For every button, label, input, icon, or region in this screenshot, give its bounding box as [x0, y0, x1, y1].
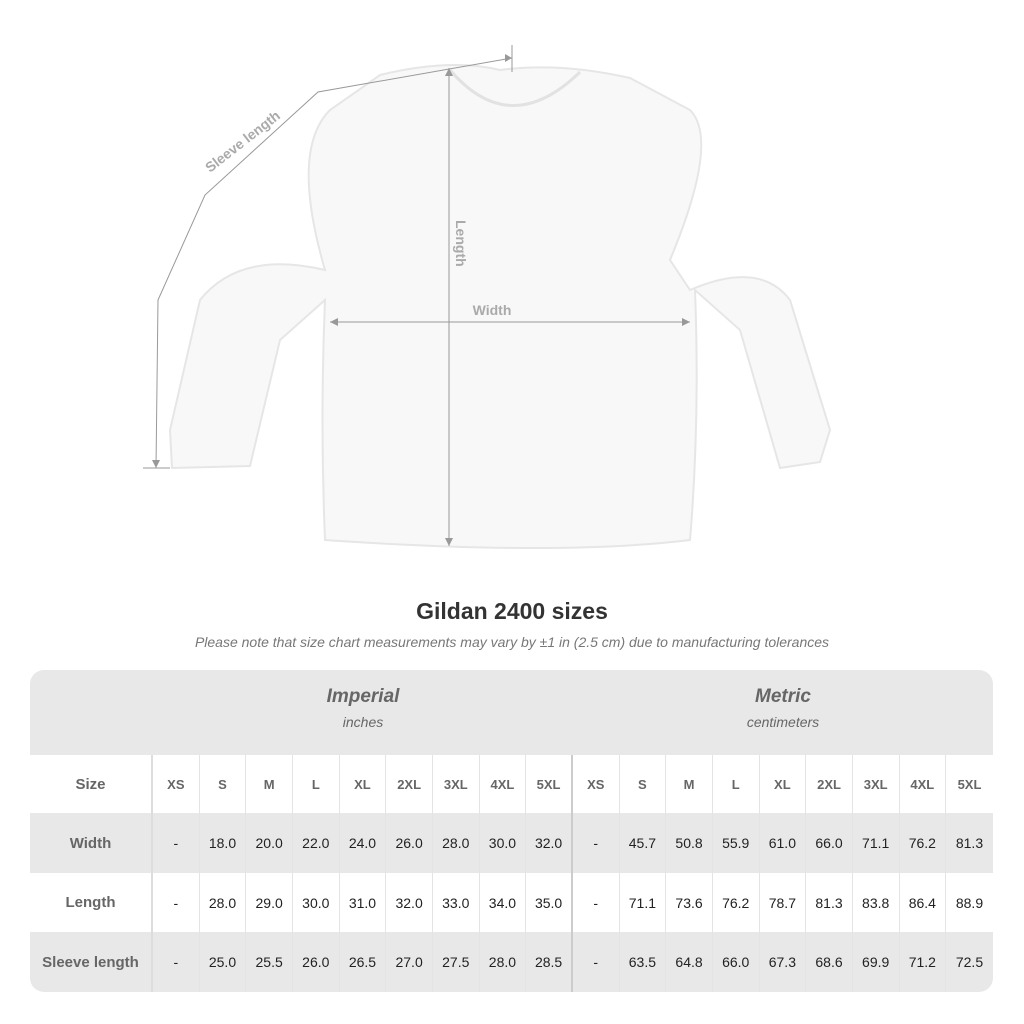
metric-header: Metric centimeters [573, 686, 993, 730]
length-label: Length [453, 220, 469, 267]
metric-cell: 66.0 [806, 813, 853, 873]
metric-cell: 45.7 [620, 813, 667, 873]
metric-cell: - [573, 932, 620, 992]
row-label: Size [30, 755, 153, 813]
imperial-cell: 31.0 [340, 873, 387, 932]
row-label: Length [30, 873, 153, 932]
imperial-size-header: 5XL [526, 755, 573, 813]
imperial-cell: 20.0 [246, 813, 293, 873]
sleeve-measure-line [155, 57, 513, 469]
chart-title: Gildan 2400 sizes [416, 598, 608, 624]
metric-cell: 71.1 [620, 873, 667, 932]
metric-title: Metric [755, 686, 811, 707]
imperial-cell: 25.0 [200, 932, 247, 992]
imperial-cell: 24.0 [340, 813, 387, 873]
imperial-cell: 30.0 [293, 873, 340, 932]
size-table: Imperial inches Metric centimeters Size X… [30, 670, 993, 992]
metric-cell: 83.8 [853, 873, 900, 932]
imperial-title: Imperial [326, 686, 400, 707]
imperial-cell: 27.0 [386, 932, 433, 992]
imperial-size-header: XS [153, 755, 200, 813]
imperial-size-header: 2XL [386, 755, 433, 813]
imperial-size-header: S [200, 755, 247, 813]
metric-cell: - [573, 813, 620, 873]
unit-header: Imperial inches Metric centimeters [30, 670, 993, 755]
imperial-cell: 27.5 [433, 932, 480, 992]
metric-cell: 63.5 [620, 932, 667, 992]
table-row: Sleeve length -25.0 25.5 26.0 26.5 27.0 27.5 28… [30, 932, 993, 992]
shirt-diagram: Sleeve length Length Width [143, 45, 832, 549]
row-label: Sleeve length [30, 932, 153, 992]
width-label: Width [473, 302, 512, 318]
imperial-cell: 26.5 [340, 932, 387, 992]
imperial-cell: - [153, 932, 200, 992]
imperial-cell: 32.0 [386, 873, 433, 932]
metric-size-header: 2XL [806, 755, 853, 813]
imperial-cell: 33.0 [433, 873, 480, 932]
metric-cell: - [573, 873, 620, 932]
metric-cell: 76.2 [713, 873, 760, 932]
sleeve-length-label: Sleeve length [202, 107, 283, 175]
metric-size-header: 3XL [853, 755, 900, 813]
tolerance-note: Please note that size chart measurements… [194, 634, 830, 650]
metric-cell: 78.7 [760, 873, 807, 932]
metric-cell: 68.6 [806, 932, 853, 992]
imperial-cell: 29.0 [246, 873, 293, 932]
imperial-cell: 34.0 [480, 873, 527, 932]
shirt-body [168, 64, 832, 549]
imperial-cell: - [153, 813, 200, 873]
metric-cell: 81.3 [806, 873, 853, 932]
imperial-cell: 28.0 [433, 813, 480, 873]
metric-cell: 67.3 [760, 932, 807, 992]
imperial-cell: 35.0 [526, 873, 573, 932]
metric-cell: 73.6 [666, 873, 713, 932]
row-label: Width [30, 813, 153, 873]
metric-cell: 71.2 [900, 932, 947, 992]
metric-cell: 72.5 [955, 954, 984, 970]
metric-cell: 86.4 [900, 873, 947, 932]
metric-size-header: XS [573, 755, 620, 813]
imperial-cell: 25.5 [246, 932, 293, 992]
imperial-cell: 28.0 [200, 873, 247, 932]
metric-cell: 55.9 [713, 813, 760, 873]
imperial-size-header: XL [340, 755, 387, 813]
imperial-size-header: M [246, 755, 293, 813]
metric-size-header: L [713, 755, 760, 813]
imperial-size-header: 3XL [433, 755, 480, 813]
imperial-unit: inches [342, 714, 384, 730]
table-row: Width -18.0 20.0 22.0 24.0 26.0 28.0 30.0 32.0-4… [30, 813, 993, 873]
size-header-row: Size XS S M L XL 2XL 3XL 4XL 5XL XS S M L XL 2XL 3XL 4XL 5… [30, 755, 993, 813]
metric-size-header: M [666, 755, 713, 813]
metric-cell: 69.9 [853, 932, 900, 992]
imperial-cell: 28.0 [480, 932, 527, 992]
metric-cell: 71.1 [853, 813, 900, 873]
imperial-cell: 28.5 [526, 932, 573, 992]
metric-cell: 50.8 [666, 813, 713, 873]
imperial-size-header: L [293, 755, 340, 813]
metric-cell: 88.9 [955, 894, 984, 911]
imperial-cell: 26.0 [293, 932, 340, 992]
metric-cell: 81.3 [955, 835, 984, 851]
imperial-cell: 32.0 [526, 813, 573, 873]
metric-cell: 66.0 [713, 932, 760, 992]
metric-cell: 61.0 [760, 813, 807, 873]
imperial-cell: 22.0 [293, 813, 340, 873]
imperial-cell: - [153, 873, 200, 932]
metric-size-header: 5XL [957, 776, 982, 792]
table-row: Length -28.0 29.0 30.0 31.0 32.0 33.0 34.0 35.0-… [30, 873, 993, 932]
metric-size-header: S [620, 755, 667, 813]
metric-cell: 64.8 [666, 932, 713, 992]
imperial-cell: 18.0 [200, 813, 247, 873]
imperial-header: Imperial inches [153, 686, 573, 730]
imperial-cell: 30.0 [480, 813, 527, 873]
imperial-cell: 26.0 [386, 813, 433, 873]
collar [448, 69, 582, 107]
metric-cell: 76.2 [900, 813, 947, 873]
metric-unit: centimeters [746, 714, 820, 730]
imperial-size-header: 4XL [480, 755, 527, 813]
metric-size-header: XL [760, 755, 807, 813]
metric-size-header: 4XL [900, 755, 947, 813]
